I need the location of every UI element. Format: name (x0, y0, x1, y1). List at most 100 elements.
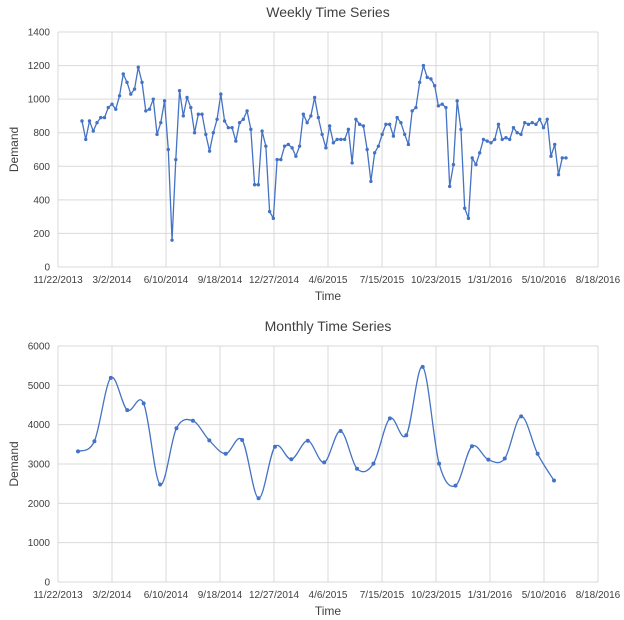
data-point (526, 122, 531, 127)
data-point (380, 132, 384, 137)
data-point (350, 161, 354, 165)
x-tick-label: 11/22/2013 (33, 590, 83, 601)
chart-title: Weekly Time Series (266, 4, 389, 20)
data-point (159, 120, 163, 125)
data-point (271, 216, 276, 221)
x-tick-label: 6/10/2014 (144, 275, 189, 286)
data-point (500, 137, 504, 142)
x-tick-label: 4/6/2015 (309, 275, 348, 286)
x-tick-label: 3/2/2014 (93, 590, 132, 601)
data-point (234, 139, 238, 143)
data-point (541, 125, 546, 130)
data-point (444, 105, 448, 110)
data-point (196, 112, 201, 116)
data-point (564, 156, 568, 160)
data-point (294, 154, 298, 158)
data-point (99, 115, 103, 120)
data-point (338, 428, 343, 433)
x-tick-label: 3/2/2014 (93, 275, 132, 286)
data-point (485, 139, 489, 143)
data-point (406, 142, 411, 147)
data-point (502, 456, 507, 461)
data-point (552, 478, 556, 483)
y-axis-label: Demand (7, 127, 21, 172)
data-point (404, 433, 409, 438)
data-point (549, 154, 553, 158)
data-point (437, 461, 442, 466)
data-point (256, 496, 261, 501)
data-point (355, 466, 360, 471)
data-point (421, 63, 426, 68)
data-point (455, 99, 459, 103)
data-point (429, 77, 433, 81)
data-point (466, 216, 471, 221)
x-tick-label: 1/31/2016 (468, 275, 513, 286)
y-tick-label: 1000 (28, 538, 51, 549)
y-tick-label: 1400 (28, 28, 51, 39)
x-tick-label: 7/15/2015 (360, 275, 405, 286)
y-tick-label: 1000 (28, 95, 51, 106)
data-point (80, 119, 84, 123)
data-point (523, 120, 527, 125)
x-tick-label: 11/22/2013 (33, 275, 83, 286)
data-point (211, 131, 216, 135)
data-point (241, 117, 246, 121)
data-point (190, 418, 195, 423)
data-point (230, 125, 234, 130)
data-point (496, 122, 501, 127)
data-point (144, 109, 148, 113)
x-tick-label: 8/18/2016 (576, 275, 621, 286)
data-point (136, 65, 140, 69)
data-point (538, 117, 542, 121)
data-point (181, 114, 185, 118)
data-point (219, 92, 223, 96)
data-point (264, 144, 268, 148)
data-point (515, 131, 519, 135)
data-point (399, 120, 403, 125)
data-point (339, 137, 343, 142)
y-tick-label: 200 (33, 229, 50, 240)
data-point (252, 183, 257, 187)
data-point (535, 451, 540, 456)
y-tick-label: 0 (44, 263, 50, 274)
data-point (245, 109, 249, 113)
data-point (147, 107, 152, 111)
x-tick-label: 6/10/2014 (144, 590, 189, 601)
data-point (132, 87, 137, 91)
data-point (125, 80, 129, 85)
data-point (76, 449, 80, 454)
data-point (560, 156, 564, 160)
chart-2: Monthly Time Series 0 1000 2000 3000 4000 5000… (7, 318, 621, 618)
data-point (158, 482, 163, 487)
data-point (387, 416, 392, 421)
data-point (240, 438, 245, 443)
y-tick-label: 0 (44, 578, 50, 589)
y-tick-label: 600 (33, 162, 50, 173)
x-tick-label: 9/18/2014 (198, 590, 243, 601)
data-point (207, 438, 212, 443)
data-point (215, 117, 219, 121)
x-axis-label: Time (315, 289, 342, 303)
data-point (174, 426, 179, 431)
data-point (177, 89, 182, 93)
data-point (102, 115, 107, 120)
data-point (463, 206, 467, 210)
data-point (279, 157, 283, 162)
data-point (192, 131, 197, 135)
data-point (312, 95, 317, 100)
data-point (155, 132, 159, 137)
y-tick-label: 2000 (28, 499, 51, 510)
data-point (486, 457, 491, 462)
y-tick-label: 4000 (28, 420, 51, 431)
data-point (87, 119, 92, 123)
data-point (297, 144, 302, 148)
data-point (151, 97, 155, 101)
data-point (170, 238, 174, 242)
x-tick-label: 9/18/2014 (198, 275, 243, 286)
data-point (207, 149, 212, 153)
data-point (402, 132, 407, 137)
y-tick-label: 800 (33, 128, 50, 139)
data-point (474, 162, 478, 167)
data-point (223, 451, 228, 456)
